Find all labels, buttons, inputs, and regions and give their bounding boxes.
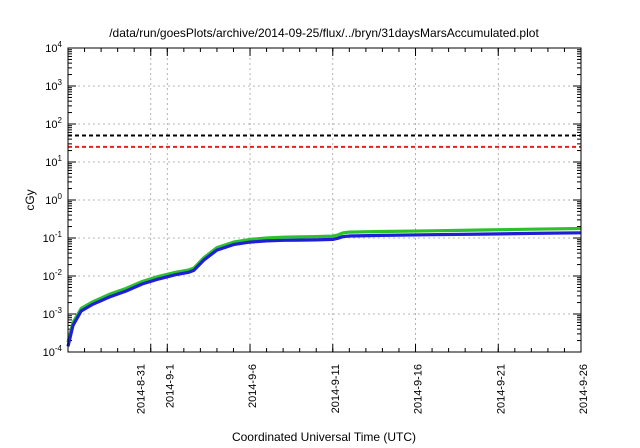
y-axis-title: cGy <box>23 189 37 210</box>
y-tick-label: 104 <box>45 40 62 55</box>
y-tick-label: 10-1 <box>43 230 63 245</box>
y-tick-label: 100 <box>45 192 62 207</box>
x-tick-label: 2014-8-31 <box>136 364 148 414</box>
series-layer <box>66 134 582 347</box>
y-tick-label: 10-3 <box>43 306 63 321</box>
x-tick-label: 2014-9-11 <box>330 364 342 413</box>
x-axis-title: Coordinated Universal Time (UTC) <box>232 430 416 444</box>
x-tick-label: 2014-9-6 <box>247 364 259 408</box>
chart-title: /data/run/goesPlots/archive/2014-09-25/f… <box>109 26 539 40</box>
series-line <box>66 231 582 347</box>
x-tick-labels: 2014-8-31 2014-9-1 2014-9-6 2014-9-11 2014-9… <box>136 364 590 414</box>
y-tick-labels: 10-4 10-3 10-2 10-1 100 101 102 103 104 <box>43 40 63 359</box>
plot-frame <box>67 47 582 353</box>
y-tick-label: 101 <box>45 154 62 169</box>
x-tick-label: 2014-9-26 <box>578 364 590 414</box>
x-tick-label: 2014-9-21 <box>495 364 507 414</box>
tick-marks <box>68 47 582 353</box>
grid <box>68 48 581 352</box>
y-tick-label: 102 <box>45 116 62 131</box>
x-tick-label: 2014-9-16 <box>413 364 425 414</box>
series-line <box>66 226 582 343</box>
y-tick-label: 10-4 <box>43 344 63 359</box>
y-tick-label: 10-2 <box>43 268 63 283</box>
x-tick-label: 2014-9-1 <box>164 364 176 408</box>
y-tick-label: 103 <box>45 78 62 93</box>
